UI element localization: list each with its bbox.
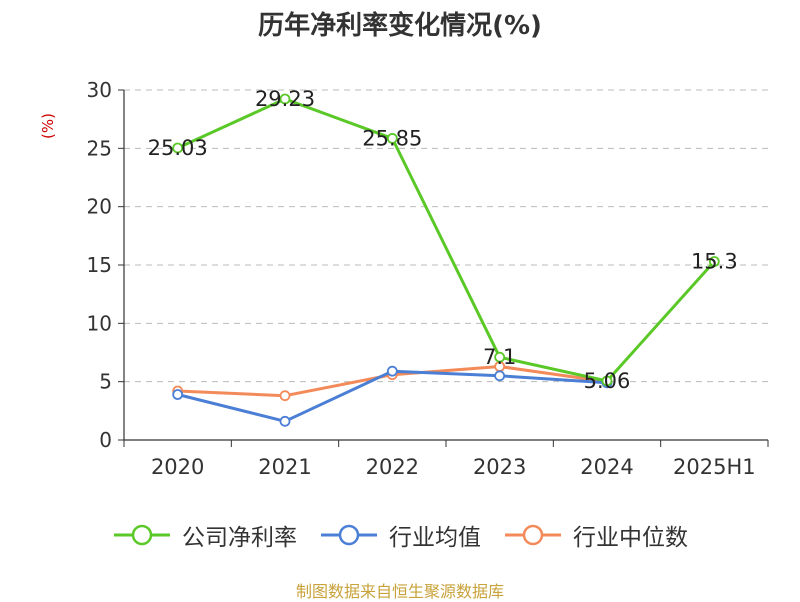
y-tick-label: 20 [87, 195, 112, 219]
data-point [386, 133, 398, 144]
y-tick-label: 15 [87, 253, 112, 277]
data-label: 5.06 [584, 369, 631, 393]
legend-line-marker-icon [114, 524, 170, 546]
data-label: 25.03 [148, 136, 208, 160]
legend-item[interactable]: 行业均值 [319, 518, 481, 552]
y-tick-label: 5 [99, 370, 112, 394]
y-tick-label: 25 [87, 136, 112, 160]
legend-label: 行业中位数 [573, 525, 688, 551]
legend-label: 行业均值 [389, 525, 481, 551]
data-source-note: 制图数据来自恒生聚源数据库 [295, 582, 504, 601]
data-point [708, 256, 720, 267]
x-tick-label: 2024 [580, 455, 633, 479]
data-point [279, 390, 291, 402]
data-label: 15.3 [691, 250, 738, 274]
legend-item[interactable]: 行业中位数 [503, 518, 688, 552]
y-tick-label: 30 [87, 78, 112, 102]
data-point [172, 389, 184, 400]
chart-legend: 公司净利率 行业均值 行业中位数 [0, 518, 800, 552]
chart-title: 历年净利率变化情况(%) [258, 11, 542, 41]
legend-label: 公司净利率 [182, 525, 297, 551]
legend-line-marker-icon [505, 524, 561, 546]
x-tick-label: 2023 [473, 455, 526, 479]
data-label: 7.1 [483, 345, 516, 369]
series-line-0 [177, 97, 716, 383]
y-tick-label: 0 [99, 428, 112, 452]
legend-line-marker-icon [321, 524, 377, 546]
data-label: 29.23 [255, 87, 315, 111]
data-point [279, 93, 291, 105]
data-point [386, 365, 398, 377]
data-point [494, 370, 506, 382]
x-tick-label: 2020 [151, 455, 204, 479]
legend-item[interactable]: 公司净利率 [112, 518, 297, 552]
data-point [494, 351, 506, 363]
x-tick-label: 2021 [258, 455, 311, 479]
x-tick-label: 2022 [366, 455, 419, 479]
data-point [172, 142, 184, 154]
data-label: 25.85 [362, 126, 422, 150]
data-point [601, 375, 613, 387]
data-point [279, 415, 291, 427]
y-tick-label: 10 [87, 311, 112, 335]
x-tick-label: 2025H1 [673, 455, 756, 479]
